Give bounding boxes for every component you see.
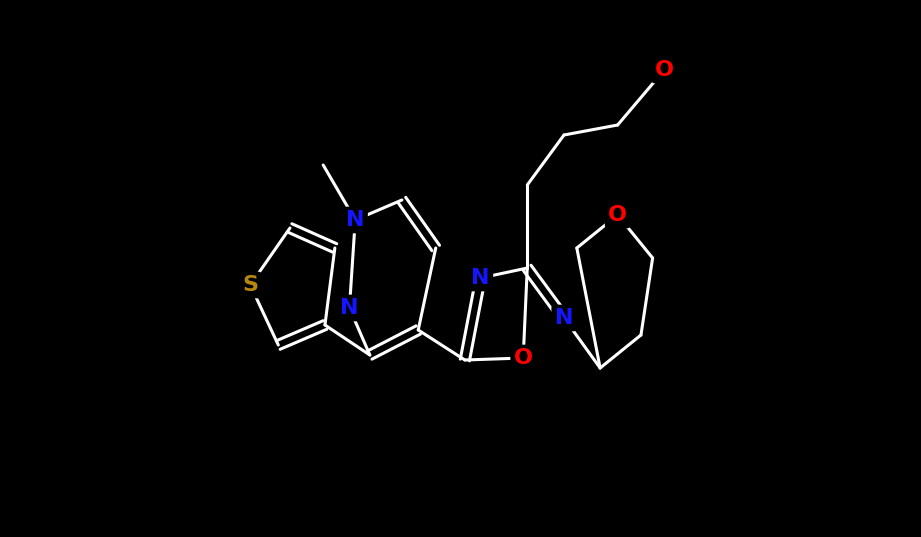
Text: O: O	[608, 205, 627, 225]
Text: N: N	[346, 210, 365, 230]
Text: S: S	[242, 275, 258, 295]
Text: N: N	[472, 268, 490, 288]
Text: N: N	[340, 298, 358, 318]
Text: O: O	[514, 348, 532, 368]
Text: N: N	[554, 308, 573, 328]
Text: O: O	[655, 60, 674, 80]
